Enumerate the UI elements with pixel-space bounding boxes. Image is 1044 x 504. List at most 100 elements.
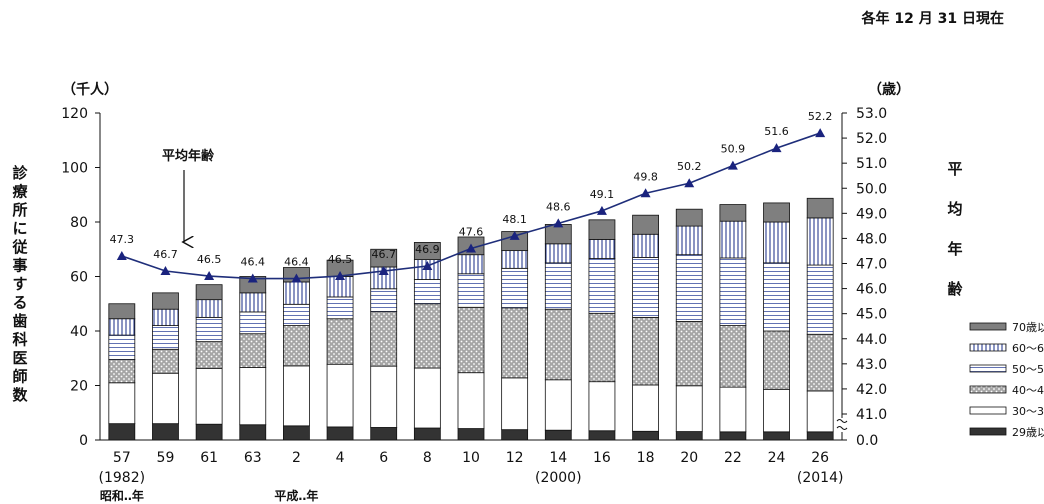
average-age-marker xyxy=(204,271,215,281)
x-tick-label: 6 xyxy=(379,450,388,466)
bar-segment-age30_39 xyxy=(152,372,179,425)
x-tick-label: 59 xyxy=(157,450,175,466)
x-tick-label: 63 xyxy=(244,450,262,466)
left-tick-label: 60 xyxy=(70,270,88,286)
legend-label: 29歳以下 xyxy=(1012,426,1044,439)
bar-segment-age40_49 xyxy=(326,318,354,365)
average-age-marker xyxy=(509,230,520,240)
axis-break-mark xyxy=(836,419,848,430)
bar-segment-age70plus xyxy=(413,242,441,261)
bar-segment-age30_39 xyxy=(326,363,354,428)
left-tick-label: 100 xyxy=(61,161,88,177)
x-tick-label: 20 xyxy=(680,450,698,466)
right-tick-label: 50.0 xyxy=(856,181,887,197)
bar-segment-age30_39 xyxy=(806,390,834,433)
y2-title-char: 年 xyxy=(947,240,962,258)
bar-segment-age29under xyxy=(370,427,398,441)
average-age-value-label: 46.7 xyxy=(371,248,396,261)
bar-segment-age29under xyxy=(457,428,485,441)
bar-segment-age40_49 xyxy=(501,307,529,379)
y2-title-char: 平 xyxy=(947,160,962,178)
bar-segment-age50_59 xyxy=(806,264,834,335)
bar-segment-age70plus xyxy=(675,208,703,227)
bar-segment-age40_49 xyxy=(457,306,485,374)
legend-swatch-age60_69 xyxy=(969,343,1007,352)
bar-segment-age50_59 xyxy=(108,334,136,361)
bar-segment-age40_49 xyxy=(283,325,310,367)
right-tick-label: 42.0 xyxy=(856,382,887,398)
average-age-marker xyxy=(335,271,346,281)
bar-segment-age30_39 xyxy=(370,365,398,428)
legend-label: 70歳以上 xyxy=(1012,321,1044,334)
bar-segment-age40_49 xyxy=(152,348,179,374)
bar-segment-age40_49 xyxy=(719,325,747,388)
x-tick-label: 18 xyxy=(637,450,655,466)
bar-segment-age29under xyxy=(806,431,834,441)
bar-segment-age30_39 xyxy=(675,385,703,432)
average-age-value-label: 46.4 xyxy=(284,256,309,269)
bar-segment-age50_59 xyxy=(632,257,659,318)
bar-segment-age70plus xyxy=(763,202,790,223)
legend-swatch-age40_49 xyxy=(969,385,1007,394)
bar-segment-age29under xyxy=(544,429,572,441)
bar-segment-age60_69 xyxy=(719,220,747,259)
y-title-char: す xyxy=(12,275,27,293)
x-tick-label: 24 xyxy=(768,450,786,466)
average-age-value-label: 49.1 xyxy=(590,188,615,201)
bar-segment-age40_49 xyxy=(108,359,136,384)
average-age-line-layer: 47.3 46.7 46.5 46.4 46.4 46.5 46.7 46.9 47.6 48.1… xyxy=(110,110,832,283)
bar-segment-age60_69 xyxy=(239,292,267,313)
x-tick-label: 12 xyxy=(506,450,524,466)
bar-segment-age70plus xyxy=(588,219,616,240)
bar-segment-age29under xyxy=(675,431,703,441)
bar-segment-age30_39 xyxy=(544,379,572,431)
left-tick-label: 80 xyxy=(70,215,88,231)
bar-segment-age30_39 xyxy=(588,381,616,432)
legend-swatch-age30_39 xyxy=(969,406,1007,415)
y-title-char: 事 xyxy=(12,257,27,275)
average-age-marker xyxy=(727,160,738,170)
average-age-marker xyxy=(160,266,171,276)
bar-segment-age70plus xyxy=(632,214,659,235)
y-title-char: る xyxy=(12,294,27,312)
bar-segment-age60_69 xyxy=(675,225,703,256)
average-age-value-label: 46.4 xyxy=(241,256,266,269)
bar-segment-age50_59 xyxy=(195,316,223,343)
y-title-char: 診 xyxy=(12,164,28,182)
y-title-char: 師 xyxy=(12,368,27,386)
average-age-value-label: 51.6 xyxy=(764,125,789,138)
bar-segment-age30_39 xyxy=(501,377,529,431)
bar-segment-age30_39 xyxy=(763,388,790,433)
right-tick-label: 44.0 xyxy=(856,332,887,348)
annotation: 平均年齢 xyxy=(162,148,215,242)
average-age-marker xyxy=(771,143,782,153)
left-unit-label: （千人） xyxy=(62,81,118,98)
bar-segment-age29under xyxy=(588,430,616,441)
bar-segment-age40_49 xyxy=(763,330,790,390)
right-tick-label: 52.0 xyxy=(856,131,887,147)
left-tick-label: 20 xyxy=(70,379,88,395)
bar-segment-age29under xyxy=(152,423,179,441)
bar-segment-age29under xyxy=(413,427,441,441)
average-age-marker xyxy=(291,273,302,283)
bar-segment-age29under xyxy=(326,426,354,441)
x-tick-label: 16 xyxy=(593,450,611,466)
average-age-value-label: 46.7 xyxy=(153,248,178,261)
bar-segment-age70plus xyxy=(719,204,747,222)
average-age-value-label: 46.5 xyxy=(328,253,353,266)
bar-segment-age60_69 xyxy=(544,243,572,264)
bar-segment-age50_59 xyxy=(588,258,616,314)
x-tick-label: 2 xyxy=(292,450,301,466)
bar-segment-age60_69 xyxy=(763,221,790,264)
average-age-marker xyxy=(815,128,826,138)
x-tick-label: 10 xyxy=(462,450,480,466)
bar-segment-age50_59 xyxy=(239,311,267,335)
bar-segment-age40_49 xyxy=(588,312,616,383)
bar-segment-age50_59 xyxy=(370,288,398,313)
bar-segment-age40_49 xyxy=(806,333,834,392)
y-title-char: 療 xyxy=(12,183,28,201)
bar-segment-age70plus xyxy=(806,197,834,219)
bar-segment-age60_69 xyxy=(152,308,179,326)
bar-segment-age30_39 xyxy=(108,382,136,425)
